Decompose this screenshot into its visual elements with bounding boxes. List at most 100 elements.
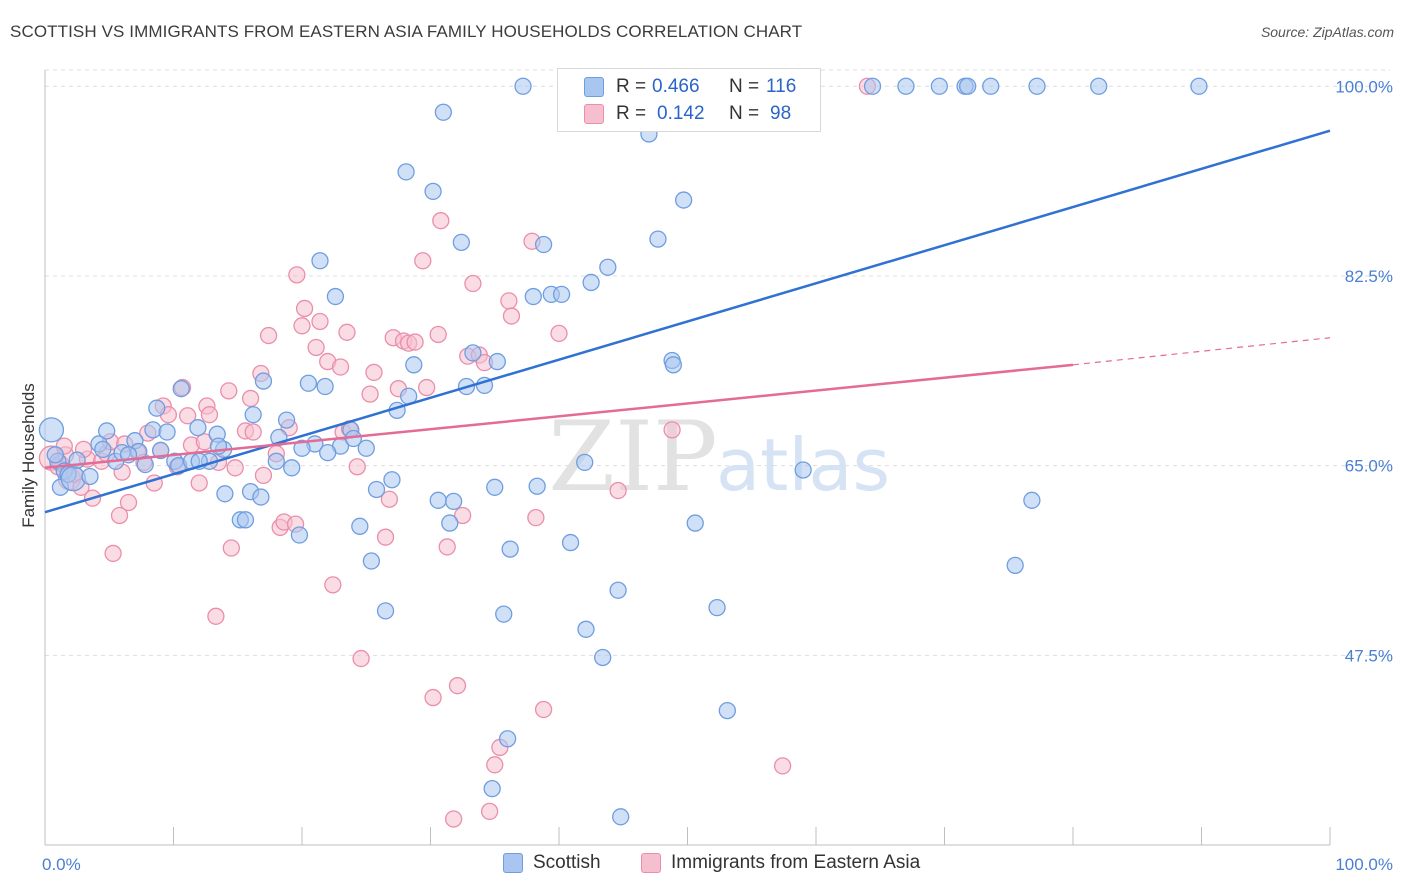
data-point-scottish xyxy=(495,605,513,623)
data-point-immigrants xyxy=(609,481,627,500)
bottom-legend: Scottish Immigrants from Eastern Asia xyxy=(0,852,1406,878)
data-point-immigrants xyxy=(380,490,399,508)
data-point-scottish xyxy=(488,352,506,371)
data-point-scottish xyxy=(1090,77,1108,95)
data-point-scottish xyxy=(293,439,311,457)
data-point-immigrants xyxy=(178,407,197,425)
data-point-scottish xyxy=(1006,556,1024,574)
data-point-immigrants xyxy=(220,382,238,400)
legend-r-value: 0.466 xyxy=(652,76,700,97)
data-point-scottish xyxy=(299,374,318,392)
data-point-immigrants xyxy=(444,810,463,828)
x-tick-label: 0.0% xyxy=(42,855,81,874)
data-point-immigrants xyxy=(324,576,342,594)
data-point-scottish xyxy=(277,411,296,429)
data-point-immigrants xyxy=(241,389,260,408)
data-point-scottish xyxy=(1023,491,1041,509)
data-point-scottish xyxy=(397,163,415,181)
data-point-scottish xyxy=(326,287,345,306)
data-point-immigrants xyxy=(348,458,366,476)
data-point-immigrants xyxy=(331,358,350,376)
legend-row-immigrants: R = 0.142 N = 98 xyxy=(558,101,820,129)
data-point-scottish xyxy=(46,446,64,464)
data-point-scottish xyxy=(216,485,234,503)
axis-labels: 47.5% 65.0% 82.5% 100.0% 0.0% 100.0% Family Ho… xyxy=(19,77,1393,874)
trend-line-immigrants-extension xyxy=(1072,337,1331,366)
data-point-immigrants xyxy=(417,378,436,397)
data-point-immigrants xyxy=(480,802,499,821)
data-point-scottish xyxy=(930,77,949,95)
watermark-zip: ZIP xyxy=(548,401,717,513)
data-point-scottish xyxy=(576,453,594,472)
data-point-scottish xyxy=(367,480,386,499)
chart-title: SCOTTISH VS IMMIGRANTS FROM EASTERN ASIA… xyxy=(10,22,803,41)
data-point-scottish xyxy=(267,452,285,470)
data-point-scottish xyxy=(316,377,334,396)
data-point-scottish xyxy=(94,440,112,459)
data-point-scottish xyxy=(582,273,600,292)
legend-r-value: 0.142 xyxy=(657,103,705,124)
data-point-immigrants xyxy=(222,539,240,557)
data-point-immigrants xyxy=(773,757,792,775)
data-point-immigrants xyxy=(365,363,383,382)
data-point-scottish xyxy=(148,399,166,417)
data-point-scottish xyxy=(863,77,882,95)
legend-row-scottish: R = 0.466 N = 116 xyxy=(558,74,820,102)
legend-n-value: 116 xyxy=(766,76,797,97)
data-point-immigrants xyxy=(406,333,424,351)
data-point-scottish xyxy=(524,287,542,306)
data-point-scottish xyxy=(172,380,190,398)
data-point-scottish xyxy=(311,252,329,270)
data-point-scottish xyxy=(552,285,571,304)
data-point-immigrants xyxy=(500,292,518,310)
y-axis-label: Family Households xyxy=(19,383,38,528)
data-point-immigrants xyxy=(534,700,553,719)
data-point-scottish xyxy=(664,356,683,374)
legend-r-label: R = xyxy=(616,76,647,97)
data-point-immigrants xyxy=(288,266,306,284)
data-point-scottish xyxy=(38,417,65,443)
legend-n-label: N = xyxy=(729,103,760,124)
data-point-scottish xyxy=(708,598,726,617)
data-point-immigrants xyxy=(414,252,432,270)
trend-line-immigrants xyxy=(44,363,1074,470)
data-point-immigrants xyxy=(254,466,273,485)
data-point-immigrants xyxy=(432,212,450,230)
y-tick-label: 65.0% xyxy=(1345,457,1393,476)
data-point-scottish xyxy=(144,421,162,439)
data-point-scottish xyxy=(897,77,915,95)
data-point-scottish xyxy=(528,477,546,495)
data-point-immigrants xyxy=(200,406,219,424)
data-point-immigrants xyxy=(663,421,681,439)
data-point-scottish xyxy=(236,511,255,529)
data-point-immigrants xyxy=(376,528,395,546)
data-point-immigrants xyxy=(338,323,356,341)
data-point-scottish xyxy=(483,779,501,798)
legend-n-label: N = xyxy=(729,76,760,97)
data-point-scottish xyxy=(98,422,116,440)
data-point-scottish xyxy=(429,491,447,509)
data-point-scottish xyxy=(158,423,176,441)
data-point-immigrants xyxy=(190,474,208,492)
data-point-scottish xyxy=(383,471,401,489)
data-point-immigrants xyxy=(311,312,329,331)
data-point-immigrants xyxy=(259,326,278,345)
data-point-scottish xyxy=(498,730,517,748)
source-credit: Source: ZipAtlas.com xyxy=(1260,24,1394,40)
data-point-scottish xyxy=(434,103,453,121)
y-tick-label: 47.5% xyxy=(1345,646,1393,665)
trend-line-scottish xyxy=(44,129,1331,514)
legend-swatch-immigrants xyxy=(641,853,661,873)
data-point-scottish xyxy=(319,443,337,462)
data-point-scottish xyxy=(1190,77,1208,95)
data-point-scottish xyxy=(577,620,595,638)
x-tick-label: 100.0% xyxy=(1335,855,1393,874)
data-point-scottish xyxy=(609,581,627,599)
data-point-scottish xyxy=(444,492,463,511)
data-point-immigrants xyxy=(502,307,521,325)
data-point-scottish xyxy=(151,441,170,460)
data-point-immigrants xyxy=(486,756,504,774)
data-point-immigrants xyxy=(429,325,447,344)
data-point-scottish xyxy=(252,488,270,506)
